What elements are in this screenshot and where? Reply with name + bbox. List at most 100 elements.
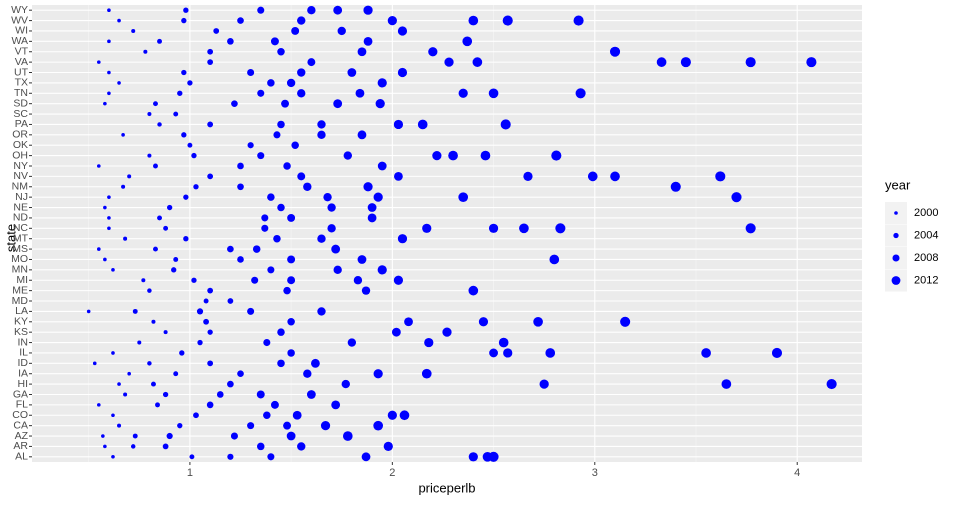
point: [162, 443, 169, 450]
point: [267, 266, 275, 274]
point: [297, 172, 306, 181]
point: [237, 256, 244, 263]
point: [237, 162, 244, 170]
point: [111, 268, 115, 272]
point: [539, 379, 549, 389]
point: [404, 317, 413, 327]
point: [533, 316, 543, 327]
point: [331, 400, 341, 410]
y-tick-label: FL: [16, 399, 28, 411]
y-tick-label: MI: [16, 274, 28, 286]
point: [333, 265, 342, 275]
x-tick-label: 1: [187, 467, 193, 479]
point: [670, 181, 681, 192]
point: [363, 36, 373, 46]
point: [277, 47, 285, 56]
point: [731, 192, 742, 203]
y-tick-label: VT: [15, 46, 29, 58]
point: [745, 57, 756, 68]
point: [123, 392, 128, 397]
point: [181, 69, 187, 76]
point: [468, 452, 478, 462]
point: [468, 285, 479, 296]
point: [317, 307, 326, 316]
point: [251, 276, 259, 284]
point: [193, 184, 199, 190]
point: [237, 17, 244, 24]
point: [472, 57, 483, 67]
point: [166, 432, 173, 440]
legend-label: 2000: [914, 207, 938, 219]
point: [363, 5, 373, 15]
y-tick-label: IL: [19, 347, 28, 359]
point: [189, 454, 195, 460]
point: [103, 257, 107, 262]
point: [137, 340, 142, 345]
point: [130, 444, 136, 449]
point: [287, 318, 295, 326]
point: [428, 47, 438, 57]
point: [127, 371, 131, 376]
y-tick-label: PA: [15, 118, 28, 130]
point: [826, 379, 837, 390]
point: [462, 36, 473, 47]
point: [263, 339, 271, 347]
point: [375, 99, 385, 109]
point: [227, 245, 234, 253]
point: [424, 337, 434, 348]
point: [177, 90, 183, 96]
point: [442, 327, 452, 337]
point: [181, 132, 187, 138]
point: [107, 91, 111, 96]
point: [353, 276, 363, 285]
y-tick-label: KY: [14, 316, 28, 328]
x-axis-title: priceperlb: [418, 480, 475, 495]
legend-title: year: [885, 177, 911, 192]
point: [197, 339, 203, 346]
legend-label: 2004: [914, 229, 938, 241]
point: [107, 70, 111, 75]
point: [163, 330, 168, 335]
point: [101, 434, 105, 438]
point: [291, 26, 300, 35]
y-tick-label: NE: [13, 201, 28, 213]
legend-label: 2008: [914, 252, 938, 264]
point: [273, 234, 281, 243]
point: [281, 99, 290, 108]
point: [147, 112, 152, 117]
point: [458, 192, 469, 202]
point: [394, 171, 403, 181]
point: [283, 162, 291, 170]
point: [191, 152, 197, 159]
point: [320, 421, 331, 431]
y-tick-label: WA: [11, 35, 28, 47]
point: [488, 451, 499, 462]
y-axis-title: state: [3, 224, 18, 252]
point: [373, 192, 383, 202]
point: [367, 203, 377, 212]
point: [173, 371, 179, 377]
y-tick-label: UT: [14, 66, 29, 78]
y-tick-label: NY: [13, 160, 28, 172]
point: [363, 182, 373, 192]
point: [163, 225, 169, 231]
point: [247, 68, 255, 77]
point: [297, 68, 306, 77]
y-tick-label: SD: [13, 97, 28, 109]
point: [373, 420, 384, 431]
point: [173, 111, 179, 117]
point: [277, 120, 285, 129]
y-tick-label: OH: [12, 149, 28, 161]
point: [287, 213, 296, 222]
legend-label: 2012: [914, 274, 938, 286]
point: [247, 142, 254, 149]
point: [297, 89, 306, 98]
point: [347, 338, 357, 347]
point: [397, 67, 408, 78]
point: [387, 410, 397, 420]
point: [227, 298, 234, 304]
point: [203, 318, 209, 325]
point: [545, 348, 556, 358]
point: [422, 223, 432, 233]
point: [317, 234, 326, 243]
